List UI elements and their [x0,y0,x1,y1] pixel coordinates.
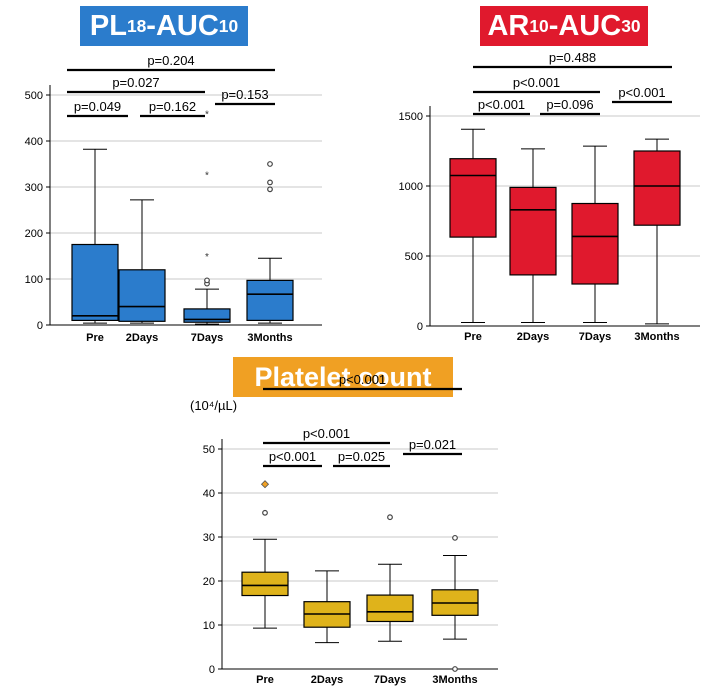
iqr-box [366,594,414,623]
pl-auc-title: PL 18 -AUC 10 [80,6,248,46]
y-tick-label: 1000 [399,181,423,193]
y-tick-label: 200 [25,228,43,240]
y-tick-label: 1500 [399,111,423,123]
iqr-box [241,571,289,597]
outlier-point [267,186,273,193]
y-tick-label: 100 [25,274,43,286]
outlier-point [204,280,210,287]
x-tick-label: 7Days [191,332,223,344]
p-value-label: p=0.025 [338,449,385,464]
x-tick-label: 3Months [247,332,292,344]
platelet-count-title: Platelet count [233,357,453,397]
outlier-point [267,179,273,186]
box-7days: * * * [183,109,231,325]
iqr-box [246,279,294,322]
box-3months [246,161,294,324]
outlier-point [260,480,270,489]
p-value-label: p=0.049 [74,99,121,114]
outlier-point [267,161,273,167]
iqr-box [509,186,557,276]
x-tick-label: 2Days [126,332,158,344]
y-tick-label: 10 [203,620,215,632]
y-tick-label: 0 [417,321,423,333]
p-value-label: p=0.162 [149,99,196,114]
x-tick-label: 3Months [634,331,679,343]
p-value-label: p<0.001 [478,97,525,112]
x-tick-label: 2Days [517,331,549,343]
outlier-point [262,509,268,516]
iqr-box [431,589,479,616]
iqr-box [449,158,497,238]
y-tick-label: 50 [203,444,215,456]
p-value-label: p=0.021 [409,437,456,452]
x-tick-label: 3Months [432,674,477,686]
extreme-outlier-point: * [205,109,209,120]
box-pre [449,128,497,323]
boxplot-panel-2: 0 500 1000 1500 Pre 2Days 7Days 3Months p=0.488 p… [399,50,700,343]
outlier-point [452,666,458,672]
box-pre [71,148,119,324]
outlier-point [204,277,210,284]
x-tick-label: Pre [86,332,104,344]
outlier-point [452,534,458,541]
y-tick-label: 20 [203,576,215,588]
box-2days [118,199,166,324]
p-value-label: p<0.001 [618,85,665,100]
boxplot-panel-3: 0 10 20 30 40 50 Pre 2Days 7Days 3Months p<0.001 p<… [203,372,498,686]
extreme-outlier-point: * [205,252,209,263]
title-text: -AUC [146,9,219,42]
p-value-label: p=0.204 [147,53,194,68]
title-text: AR [487,9,530,42]
p-value-label: p<0.001 [513,75,560,90]
title-text: PL [89,9,127,42]
y-tick-label: 500 [405,251,423,263]
box-2days [509,148,557,323]
x-tick-label: Pre [464,331,482,343]
ar-auc-title: AR 10 -AUC 30 [480,6,648,46]
x-tick-label: Pre [256,674,274,686]
box-pre [241,480,289,629]
x-tick-label: 2Days [311,674,343,686]
iqr-box [71,243,119,322]
y-tick-label: 0 [209,664,215,676]
title-text: -AUC [548,9,622,42]
iqr-box [571,202,619,285]
extreme-outlier-point: * [205,171,209,182]
box-3months [431,534,479,672]
box-7days [366,514,414,642]
box-2days [303,570,351,644]
iqr-box [118,269,166,322]
y-tick-label: 0 [37,320,43,332]
p-value-label: p=0.027 [112,75,159,90]
y-tick-label: 500 [25,90,43,102]
outlier-point [387,514,393,521]
p-value-label: p=0.488 [549,50,596,65]
platelet-unit-label: (10⁴/µL) [190,398,238,413]
iqr-box [633,150,681,226]
boxplot-panel-1: 0 100 200 300 400 500 Pre 2Days * * * 7Days 3Months p… [25,53,322,344]
p-value-label: p<0.001 [303,426,350,441]
box-3months [633,138,681,325]
y-tick-label: 400 [25,136,43,148]
p-value-label: p<0.001 [269,449,316,464]
y-tick-label: 40 [203,488,215,500]
p-value-label: p=0.153 [221,87,268,102]
iqr-box [303,601,351,628]
x-tick-label: 7Days [579,331,611,343]
y-tick-label: 300 [25,182,43,194]
y-tick-label: 30 [203,532,215,544]
p-value-label: p=0.096 [546,97,593,112]
title-text: Platelet count [254,361,432,392]
box-7days [571,145,619,323]
x-tick-label: 7Days [374,674,406,686]
iqr-box [183,308,231,323]
